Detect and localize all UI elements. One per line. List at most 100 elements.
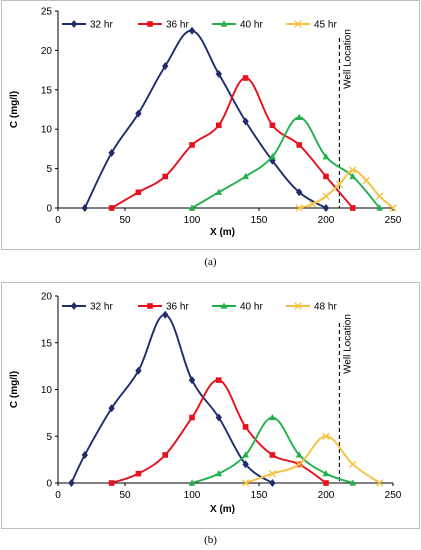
x-marker-stroke <box>335 180 344 189</box>
x-tick-label: 150 <box>251 215 268 226</box>
data-point <box>135 470 142 477</box>
data-point <box>108 205 115 211</box>
y-tick-label: 20 <box>41 292 53 303</box>
x-marker-stroke <box>241 479 250 487</box>
data-point <box>108 480 115 486</box>
data-point <box>322 432 330 440</box>
x-tick-label: 150 <box>251 490 268 501</box>
data-point <box>376 204 383 211</box>
figure-a: 0 5 10 15 20 25 0 50 100 150 200 250 X (m) C (mg/l) We… <box>1 0 420 268</box>
x-marker-stroke <box>294 302 302 310</box>
data-point <box>322 192 330 200</box>
x-marker-stroke <box>375 192 384 200</box>
legend-swatch-marker <box>147 21 153 27</box>
x-marker-stroke <box>389 204 397 212</box>
y-tick-label: 0 <box>46 479 52 490</box>
legend-label: 36 hr <box>166 302 189 313</box>
data-point <box>335 180 344 189</box>
x-marker-stroke <box>268 469 277 478</box>
x-marker-stroke <box>295 460 303 468</box>
y-tick-label: 15 <box>41 338 53 349</box>
x-axis-title: X (m) <box>210 227 235 238</box>
data-point <box>242 424 249 430</box>
data-point <box>349 172 357 180</box>
data-point <box>269 452 276 458</box>
y-tick-label: 5 <box>46 432 52 443</box>
series-markers <box>108 75 356 211</box>
series-markers <box>108 377 329 486</box>
legend-swatch-marker <box>70 20 78 28</box>
legend-label: 45 hr <box>314 20 337 31</box>
data-point <box>295 460 303 468</box>
data-point <box>216 377 222 383</box>
y-axis-title: C (mg/l) <box>9 91 20 128</box>
data-point <box>349 460 357 468</box>
data-point <box>241 479 250 487</box>
data-point <box>296 142 302 148</box>
legend-swatch-marker <box>70 302 78 310</box>
data-point <box>322 470 330 477</box>
y-tick-label: 0 <box>46 204 52 215</box>
data-point <box>322 153 330 160</box>
chart-b-frame: 0 5 10 15 20 0 50 100 150 200 250 X (m) C (mg/l) Well… <box>1 282 420 529</box>
x-tick-label: 100 <box>184 215 201 226</box>
series-markers <box>295 166 397 212</box>
legend-swatch-marker <box>220 20 228 27</box>
data-point <box>215 188 223 195</box>
data-point <box>216 122 222 129</box>
data-point <box>108 148 115 157</box>
legend-label: 48 hr <box>314 302 337 313</box>
data-point <box>68 479 75 487</box>
data-point <box>323 480 329 486</box>
legend-swatch-marker <box>294 20 302 28</box>
x-tick-label: 0 <box>55 215 61 226</box>
x-marker-stroke <box>349 166 357 174</box>
y-tick-label: 25 <box>41 7 53 18</box>
well-location-label: Well Location <box>342 314 353 374</box>
data-point <box>322 204 330 212</box>
data-point <box>215 70 222 79</box>
legend-label: 32 hr <box>90 302 113 313</box>
x-marker-stroke <box>294 20 302 28</box>
series-markers <box>188 413 357 486</box>
y-tick-label: 20 <box>41 46 53 57</box>
series-line <box>245 435 381 484</box>
data-point <box>295 451 303 458</box>
data-point <box>242 172 249 180</box>
data-point <box>215 413 222 422</box>
data-point <box>162 310 169 319</box>
y-tick-label: 5 <box>46 164 52 175</box>
x-tick-label: 200 <box>318 490 335 501</box>
data-point <box>81 204 88 212</box>
series-markers <box>241 432 384 487</box>
data-point <box>350 205 356 211</box>
x-tick-label: 50 <box>119 490 131 501</box>
data-point <box>162 62 169 71</box>
series-markers <box>68 310 276 487</box>
legend-label: 32 hr <box>90 20 113 31</box>
data-point <box>349 479 357 486</box>
y-axis-title: C (mg/l) <box>9 371 20 408</box>
legend-label: 40 hr <box>240 20 263 31</box>
data-point <box>375 479 384 487</box>
data-point <box>135 109 142 118</box>
x-marker-stroke <box>349 460 357 468</box>
x-marker-stroke <box>375 479 384 487</box>
data-point <box>189 414 195 421</box>
data-point <box>135 366 142 375</box>
data-point <box>295 204 303 212</box>
figure-caption-b: (b) <box>204 534 217 546</box>
data-point <box>308 200 317 208</box>
x-tick-label: 250 <box>385 215 402 226</box>
data-point <box>242 75 249 81</box>
x-marker-stroke <box>308 200 317 208</box>
data-point <box>162 173 168 180</box>
data-point <box>323 173 329 180</box>
data-point <box>269 122 276 129</box>
data-point <box>242 117 249 126</box>
x-tick-label: 100 <box>184 490 201 501</box>
x-marker-stroke <box>322 432 330 440</box>
data-point <box>188 376 196 385</box>
